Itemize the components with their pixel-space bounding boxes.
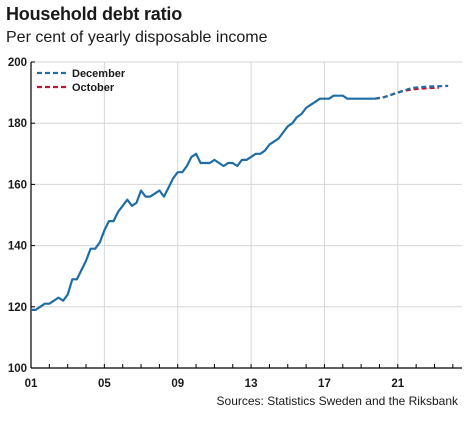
chart-subtitle: Per cent of yearly disposable income — [6, 29, 268, 46]
series-line-december — [374, 84, 449, 100]
x-tick-label: 21 — [391, 378, 404, 390]
source-note: Sources: Statistics Sweden and the Riksb… — [216, 394, 458, 408]
x-tick-label: 09 — [171, 378, 184, 390]
x-tick-label: 01 — [25, 378, 38, 390]
legend-label-october: October — [72, 82, 115, 94]
y-tick-label: 100 — [8, 363, 27, 375]
y-tick-label: 200 — [8, 57, 27, 69]
chart-title: Household debt ratio — [6, 4, 183, 24]
legend-label-december: December — [72, 68, 126, 80]
y-tick-label: 140 — [8, 241, 27, 253]
y-tick-label: 160 — [8, 179, 27, 191]
y-tick-label: 120 — [8, 302, 27, 314]
historical-line — [31, 94, 375, 311]
y-tick-label: 180 — [8, 118, 27, 130]
x-tick-label: 05 — [98, 378, 111, 390]
x-tick-label: 13 — [245, 378, 258, 390]
x-tick-label: 17 — [318, 378, 331, 390]
